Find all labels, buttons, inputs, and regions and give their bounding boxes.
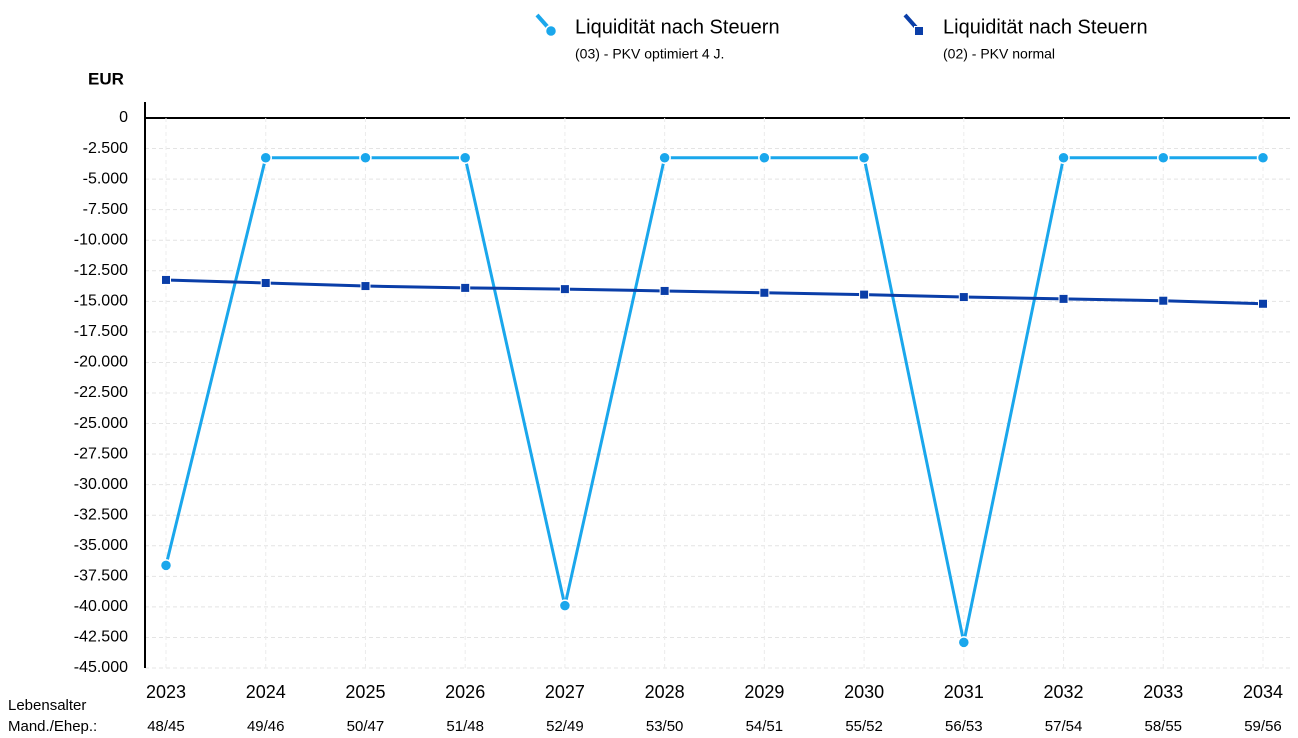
data-point: [958, 292, 969, 303]
data-point: [161, 274, 171, 285]
age-label: 54/51: [746, 718, 784, 735]
data-point: [159, 559, 173, 572]
series-line: [165, 278, 1264, 306]
data-point: [957, 636, 971, 649]
age-label: 51/48: [446, 718, 484, 735]
x-tick-label: 2033: [1143, 682, 1183, 702]
x-tick-label: 2027: [545, 682, 585, 702]
x-tick-label: 2028: [645, 682, 685, 702]
data-point: [460, 282, 471, 293]
y-tick-label: -7.500: [83, 201, 128, 218]
age-row-label: Lebensalter: [8, 697, 86, 714]
y-tick-label: -27.500: [74, 445, 128, 462]
data-point: [1256, 151, 1270, 164]
age-label: 48/45: [147, 718, 185, 735]
age-label: 53/50: [646, 718, 684, 735]
data-point: [1258, 298, 1268, 309]
y-axis-label: EUR: [88, 69, 124, 88]
data-point: [1158, 295, 1169, 306]
y-tick-label: -20.000: [74, 354, 128, 371]
y-tick-label: -30.000: [74, 476, 128, 493]
x-tick-label: 2029: [744, 682, 784, 702]
data-point: [458, 151, 472, 164]
y-tick-label: 0: [119, 109, 128, 126]
data-point: [759, 287, 770, 298]
y-tick-label: -32.500: [74, 506, 128, 523]
legend-marker: [544, 24, 558, 38]
data-point: [1157, 151, 1170, 164]
legend-label: Liquidität nach Steuern: [575, 16, 780, 38]
data-point: [658, 151, 671, 164]
x-tick-label: 2034: [1243, 682, 1283, 702]
data-point: [360, 281, 371, 292]
y-tick-label: -42.500: [74, 629, 128, 646]
age-label: 50/47: [347, 718, 385, 735]
legend-detail: (02) - PKV normal: [943, 46, 1055, 62]
y-tick-label: -45.000: [74, 659, 128, 676]
y-tick-label: -15.000: [74, 293, 128, 310]
data-point: [1057, 151, 1070, 164]
age-label: 59/56: [1244, 718, 1282, 735]
data-point: [559, 284, 570, 295]
age-label: 58/55: [1144, 718, 1182, 735]
data-point: [857, 151, 871, 164]
series-line: [164, 156, 1263, 643]
data-point: [758, 151, 771, 164]
y-tick-label: -12.500: [74, 262, 128, 279]
age-label: 49/46: [247, 718, 285, 735]
y-tick-label: -2.500: [83, 140, 128, 157]
data-point: [859, 289, 870, 300]
y-tick-label: -25.000: [74, 415, 128, 432]
y-tick-label: -5.000: [83, 170, 128, 187]
age-label: 52/49: [546, 718, 584, 735]
data-point: [1058, 293, 1069, 304]
y-tick-label: -17.500: [74, 323, 128, 340]
x-tick-label: 2032: [1044, 682, 1084, 702]
data-point: [260, 278, 271, 288]
data-point: [259, 151, 272, 164]
y-tick-label: -40.000: [74, 598, 128, 615]
x-tick-label: 2031: [944, 682, 984, 702]
data-point: [558, 599, 572, 612]
y-tick-label: -37.500: [74, 568, 128, 585]
legend-detail: (03) - PKV optimiert 4 J.: [575, 46, 724, 62]
y-tick-label: -22.500: [74, 384, 128, 401]
age-label: 55/52: [845, 718, 883, 735]
x-tick-label: 2026: [445, 682, 485, 702]
x-tick-label: 2025: [345, 682, 385, 702]
y-tick-label: -10.000: [74, 231, 128, 248]
x-tick-label: 2030: [844, 682, 884, 702]
legend-label: Liquidität nach Steuern: [943, 16, 1148, 38]
age-label: 57/54: [1045, 718, 1083, 735]
age-label: 56/53: [945, 718, 983, 735]
data-point: [659, 285, 670, 296]
data-point: [359, 151, 372, 164]
age-row-label: Mand./Ehep.:: [8, 718, 97, 735]
x-tick-label: 2024: [246, 682, 286, 702]
y-tick-label: -35.000: [74, 537, 128, 554]
legend-marker: [914, 26, 924, 36]
x-tick-label: 2023: [146, 682, 186, 702]
